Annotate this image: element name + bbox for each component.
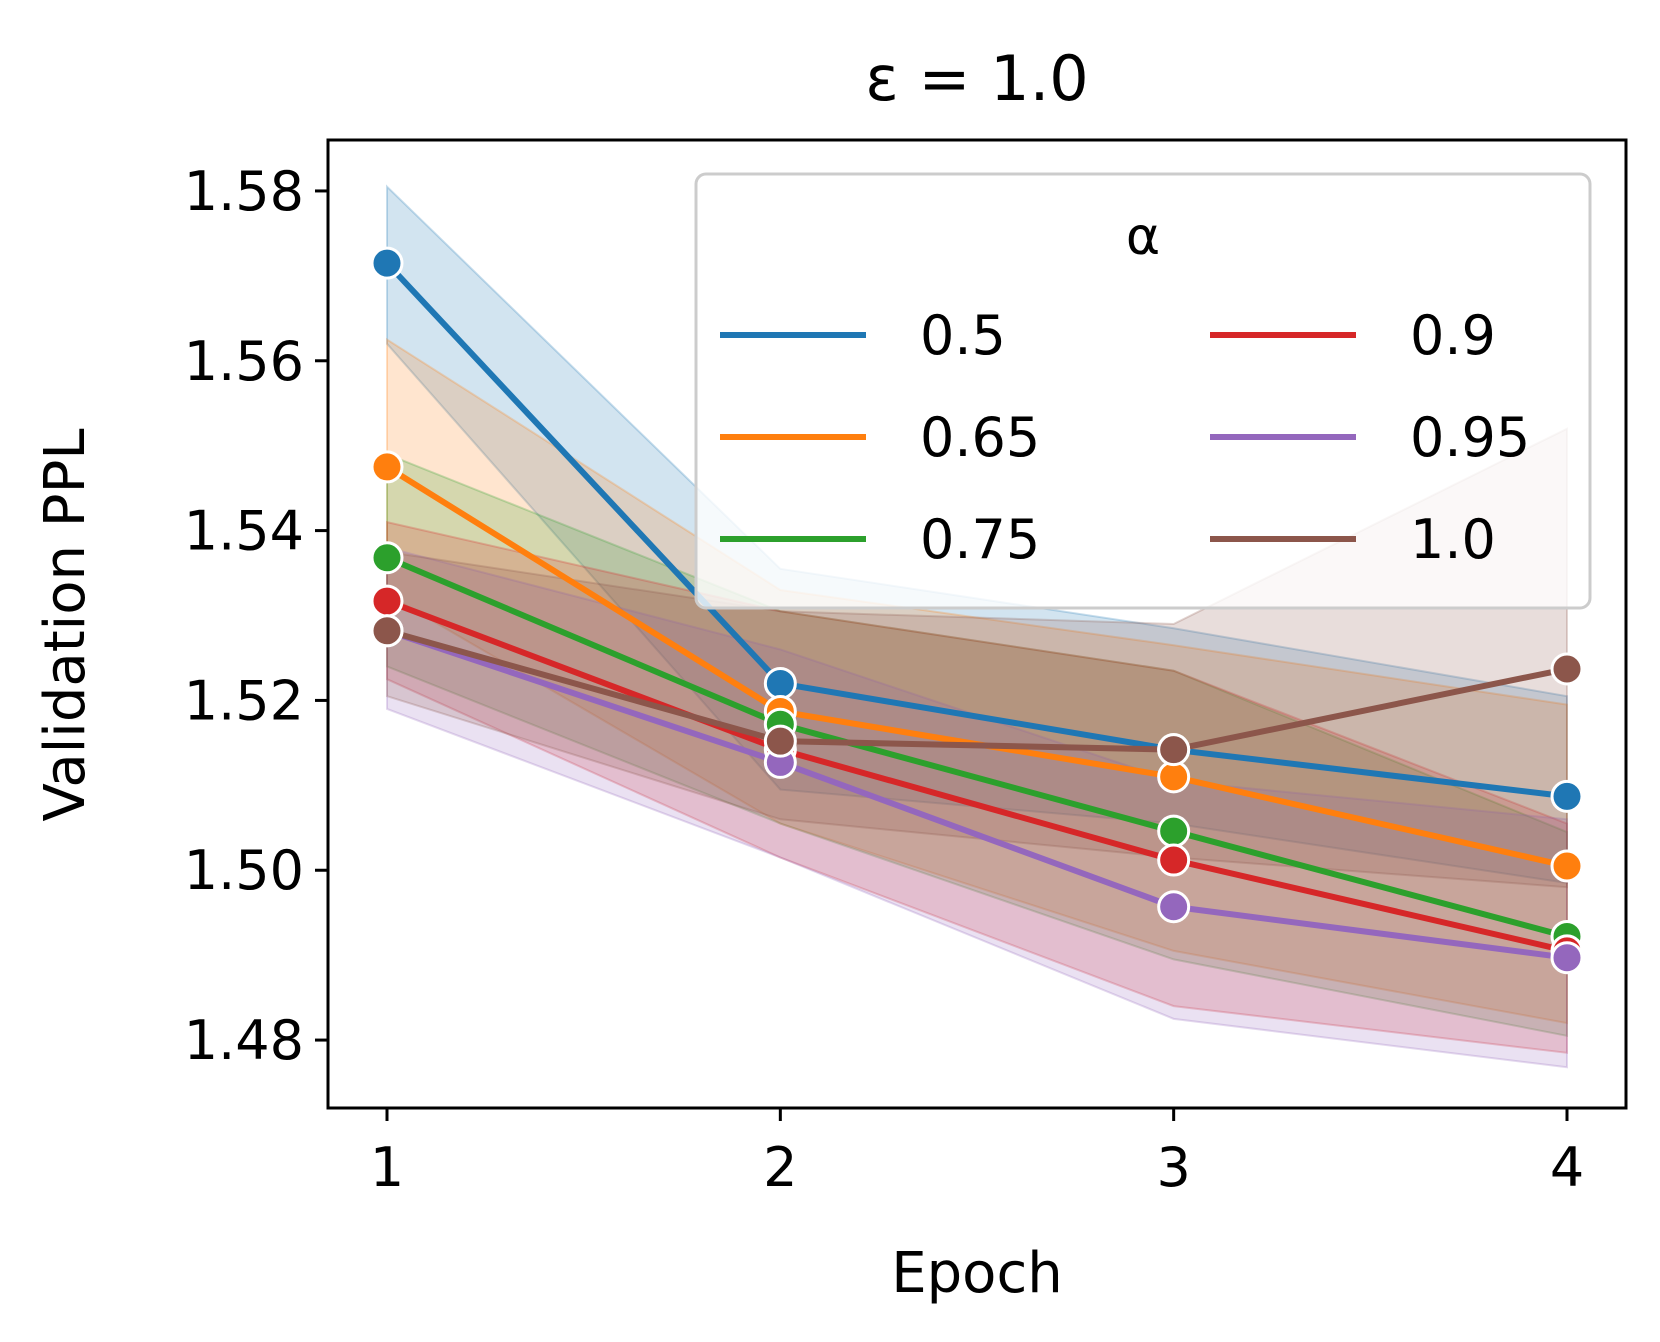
axes: 1 2 3 4 1.48 1.50 1.52 1.54 1.56 1.58 <box>184 138 1628 1199</box>
series-line-1.0 <box>384 627 1570 753</box>
x-axis-label: Epoch <box>891 1241 1062 1306</box>
y-tick-label-1.48: 1.48 <box>184 1009 304 1072</box>
legend-label-0.9: 0.9 <box>1410 304 1496 367</box>
x-tick-label-1: 1 <box>370 1136 404 1199</box>
legend-label-0.65: 0.65 <box>920 406 1040 469</box>
legend: α 0.5 0.65 0.75 0.9 0.95 1.0 <box>694 172 1592 610</box>
data-point-1.0-epoch-3 <box>1157 733 1191 767</box>
data-point-0.95-epoch-3 <box>1157 890 1191 924</box>
series-line-0.75 <box>384 554 1570 940</box>
legend-entries: 0.5 0.65 0.75 0.9 0.95 1.0 <box>720 304 1530 571</box>
legend-box <box>694 172 1592 610</box>
x-tick-label-3: 3 <box>1156 1136 1190 1199</box>
y-axis-label: Validation PPL <box>33 428 98 821</box>
legend-title: α <box>1126 207 1160 267</box>
data-point-0.75-epoch-3 <box>1157 814 1191 848</box>
data-point-0.75-epoch-1 <box>370 541 404 575</box>
series-markers <box>370 246 1584 975</box>
y-tick-label-1.50: 1.50 <box>184 839 304 902</box>
y-tick-label-1.52: 1.52 <box>184 669 304 732</box>
confidence-band-1.0 <box>386 427 1568 889</box>
data-point-1.0-epoch-2 <box>763 724 797 758</box>
data-point-0.9-epoch-1 <box>370 584 404 618</box>
x-tick-label-2: 2 <box>763 1136 797 1199</box>
y-tick-label-1.54: 1.54 <box>184 500 304 563</box>
plot-frame <box>326 138 1628 1110</box>
legend-label-0.95: 0.95 <box>1410 406 1530 469</box>
data-point-0.65-epoch-3 <box>1157 760 1191 794</box>
series-line-0.95 <box>384 627 1570 961</box>
y-tick-label-1.56: 1.56 <box>184 330 304 393</box>
series-line-0.5 <box>384 260 1570 800</box>
data-point-0.65-epoch-1 <box>370 450 404 484</box>
data-point-0.5-epoch-4 <box>1550 779 1584 813</box>
data-point-1.0-epoch-4 <box>1550 652 1584 686</box>
x-tick-label-4: 4 <box>1550 1136 1584 1199</box>
data-point-0.65-epoch-4 <box>1550 849 1584 883</box>
legend-label-0.75: 0.75 <box>920 508 1040 571</box>
chart-title: ε = 1.0 <box>865 42 1088 115</box>
data-point-0.5-epoch-1 <box>370 246 404 280</box>
data-point-0.9-epoch-3 <box>1157 843 1191 877</box>
data-point-0.5-epoch-2 <box>763 666 797 700</box>
y-tick-label-1.58: 1.58 <box>184 160 304 223</box>
series-lines <box>384 260 1570 961</box>
data-point-0.95-epoch-4 <box>1550 941 1584 975</box>
legend-label-1.0: 1.0 <box>1410 508 1496 571</box>
legend-label-0.5: 0.5 <box>920 304 1006 367</box>
data-point-1.0-epoch-1 <box>370 614 404 648</box>
series-line-0.9 <box>384 598 1570 954</box>
